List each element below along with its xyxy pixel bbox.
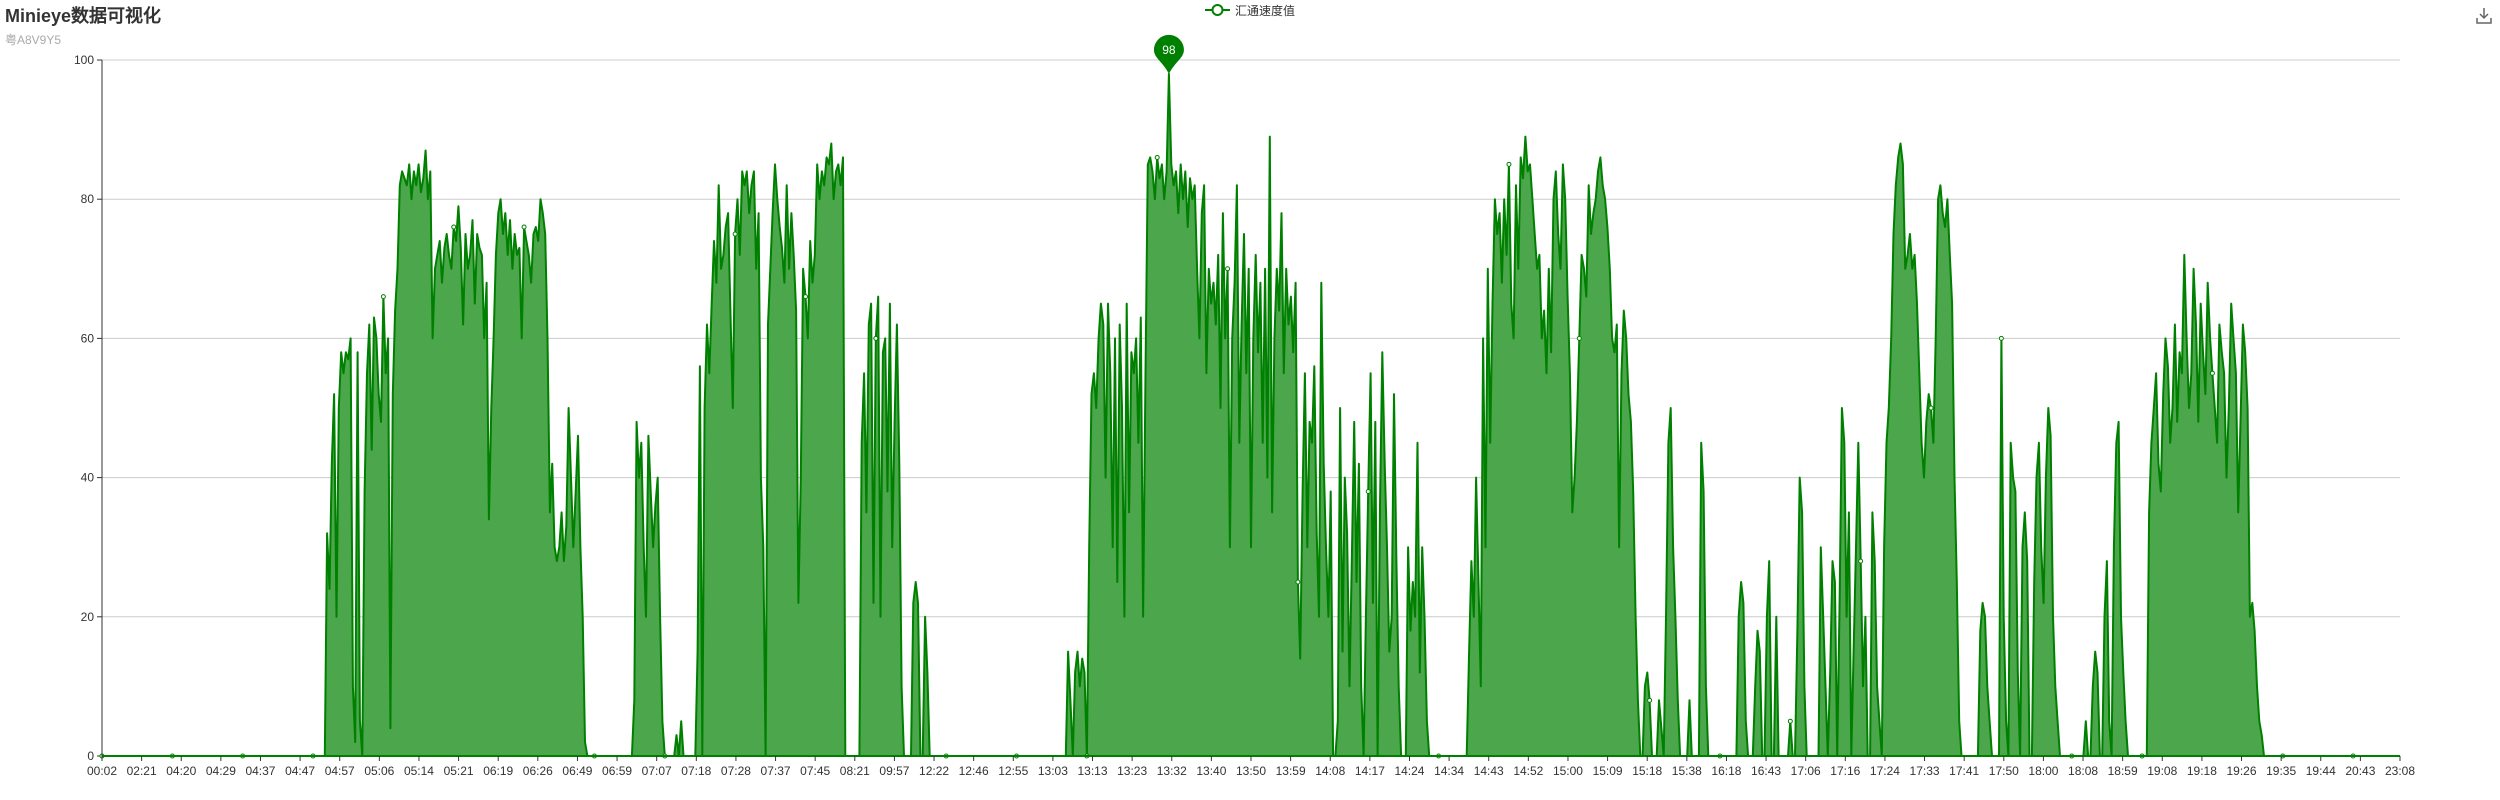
- x-tick-label: 07:07: [642, 764, 672, 778]
- x-tick-label: 13:13: [1078, 764, 1108, 778]
- x-tick-label: 16:43: [1751, 764, 1781, 778]
- x-tick-label: 14:08: [1315, 764, 1345, 778]
- x-tick-label: 17:50: [1989, 764, 2019, 778]
- x-tick-label: 19:35: [2266, 764, 2296, 778]
- y-tick-label: 100: [74, 53, 94, 67]
- x-tick-label: 19:18: [2187, 764, 2217, 778]
- x-tick-label: 17:16: [1830, 764, 1860, 778]
- chart-title: Minieye数据可视化: [5, 6, 162, 26]
- x-tick-label: 17:33: [1910, 764, 1940, 778]
- x-tick-label: 06:49: [562, 764, 592, 778]
- x-tick-label: 15:09: [1593, 764, 1623, 778]
- x-tick-label: 13:23: [1117, 764, 1147, 778]
- x-tick-label: 04:20: [166, 764, 196, 778]
- y-tick-label: 60: [81, 331, 95, 345]
- data-point[interactable]: [451, 224, 457, 230]
- x-tick-label: 07:18: [681, 764, 711, 778]
- data-point[interactable]: [1365, 489, 1371, 495]
- pin-marker: [1153, 34, 1184, 74]
- y-tick-label: 0: [87, 749, 94, 763]
- max-markpoint[interactable]: 98: [1153, 34, 1184, 74]
- x-tick-label: 12:55: [998, 764, 1028, 778]
- x-tick-label: 12:46: [959, 764, 989, 778]
- x-tick-label: 00:02: [87, 764, 117, 778]
- legend-label: 汇通速度值: [1235, 3, 1296, 18]
- x-tick-label: 05:21: [444, 764, 474, 778]
- x-tick-label: 07:37: [761, 764, 791, 778]
- y-axis-ticks: 0 20 40 60 80 100: [74, 53, 102, 763]
- x-tick-label: 13:50: [1236, 764, 1266, 778]
- x-tick-label: 05:14: [404, 764, 434, 778]
- x-tick-label: 14:52: [1513, 764, 1543, 778]
- data-point[interactable]: [2209, 370, 2215, 376]
- x-tick-label: 13:03: [1038, 764, 1068, 778]
- data-point[interactable]: [1647, 697, 1653, 703]
- x-tick-label: 18:08: [2068, 764, 2098, 778]
- x-tick-label: 17:24: [1870, 764, 1900, 778]
- data-point[interactable]: [1295, 579, 1301, 585]
- data-point[interactable]: [802, 294, 808, 300]
- x-tick-label: 14:17: [1355, 764, 1385, 778]
- data-point[interactable]: [521, 224, 527, 230]
- x-tick-label: 15:38: [1672, 764, 1702, 778]
- x-tick-label: 14:24: [1394, 764, 1424, 778]
- data-point[interactable]: [1576, 335, 1582, 341]
- data-point[interactable]: [1787, 718, 1793, 724]
- data-point[interactable]: [873, 335, 879, 341]
- legend-item[interactable]: 汇通速度值: [1205, 2, 1295, 18]
- x-tick-label: 12:22: [919, 764, 949, 778]
- y-tick-label: 20: [81, 610, 95, 624]
- x-tick-label: 15:18: [1632, 764, 1662, 778]
- x-tick-label: 19:26: [2227, 764, 2257, 778]
- download-icon: [2476, 8, 2492, 24]
- x-tick-label: 08:21: [840, 764, 870, 778]
- x-tick-label: 17:41: [1949, 764, 1979, 778]
- x-axis-ticks: 00:02 02:21 04:20 04:29 04:37 04:47 04:57 05:06…: [87, 756, 2415, 778]
- x-tick-label: 14:34: [1434, 764, 1464, 778]
- x-tick-label: 14:43: [1474, 764, 1504, 778]
- x-tick-label: 04:47: [285, 764, 315, 778]
- data-point[interactable]: [1928, 405, 1934, 411]
- download-button[interactable]: [2474, 6, 2494, 26]
- max-label: 98: [1162, 43, 1176, 57]
- x-tick-label: 04:57: [325, 764, 355, 778]
- data-point[interactable]: [1858, 558, 1864, 564]
- x-tick-label: 16:18: [1711, 764, 1741, 778]
- x-tick-label: 23:08: [2385, 764, 2415, 778]
- x-tick-label: 19:44: [2306, 764, 2336, 778]
- x-tick-label: 06:19: [483, 764, 513, 778]
- series-area: [102, 73, 2400, 756]
- line-circle-icon: [1205, 4, 1230, 16]
- y-tick-label: 40: [81, 471, 95, 485]
- x-tick-label: 13:32: [1157, 764, 1187, 778]
- x-tick-label: 09:57: [879, 764, 909, 778]
- x-tick-label: 17:06: [1791, 764, 1821, 778]
- x-tick-label: 04:37: [245, 764, 275, 778]
- x-tick-label: 13:59: [1276, 764, 1306, 778]
- x-tick-label: 06:26: [523, 764, 553, 778]
- x-tick-label: 04:29: [206, 764, 236, 778]
- x-tick-label: 18:00: [2028, 764, 2058, 778]
- chart-subtitle: 粤A8V9Y5: [5, 33, 62, 47]
- series-line: [102, 72, 2400, 757]
- x-tick-label: 02:21: [127, 764, 157, 778]
- data-point[interactable]: [1998, 335, 2004, 341]
- x-tick-label: 15:00: [1553, 764, 1583, 778]
- x-tick-label: 18:59: [2108, 764, 2138, 778]
- x-tick-label: 20:43: [2345, 764, 2375, 778]
- data-point[interactable]: [1506, 161, 1512, 167]
- x-tick-label: 07:45: [800, 764, 830, 778]
- x-tick-label: 05:06: [364, 764, 394, 778]
- y-tick-label: 80: [81, 192, 95, 206]
- x-tick-label: 13:40: [1196, 764, 1226, 778]
- x-tick-label: 07:28: [721, 764, 751, 778]
- data-point[interactable]: [732, 231, 738, 237]
- data-point[interactable]: [1154, 154, 1160, 160]
- x-tick-label: 06:59: [602, 764, 632, 778]
- data-point[interactable]: [380, 294, 386, 300]
- data-point[interactable]: [1225, 266, 1231, 272]
- x-tick-label: 19:08: [2147, 764, 2177, 778]
